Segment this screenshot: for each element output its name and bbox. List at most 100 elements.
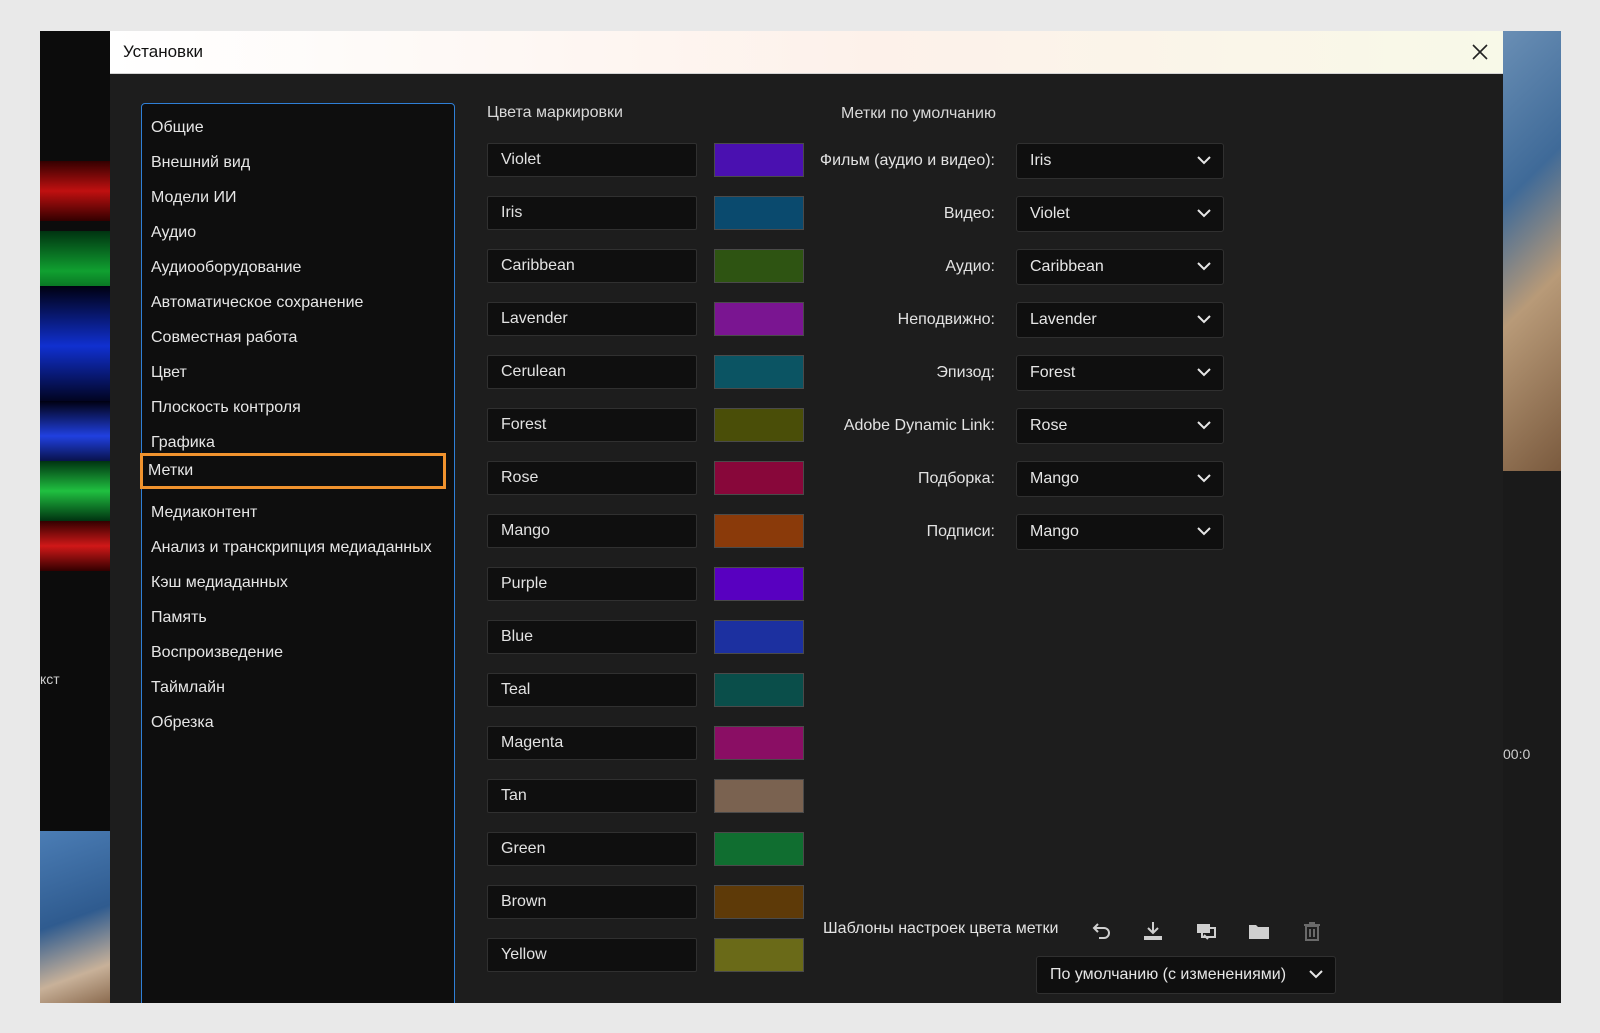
label-color-swatch[interactable] — [714, 302, 804, 336]
sidebar-item-media-cache[interactable]: Кэш медиаданных — [151, 574, 288, 591]
chevron-down-icon — [1197, 156, 1211, 165]
preview-panel: 00:0 — [1501, 31, 1561, 1003]
default-label-caption: Неподвижно: — [897, 311, 995, 328]
label-color-swatch[interactable] — [714, 567, 804, 601]
trash-icon[interactable] — [1300, 919, 1324, 943]
sidebar-item-general[interactable]: Общие — [151, 119, 204, 136]
select-value: Mango — [1030, 523, 1079, 540]
default-label-caption: Видео: — [943, 205, 995, 222]
label-color-name-field[interactable]: Tan — [487, 779, 697, 813]
label-color-name-field[interactable]: Blue — [487, 620, 697, 654]
import-icon[interactable] — [1194, 919, 1218, 943]
chevron-down-icon — [1197, 209, 1211, 218]
folder-icon[interactable] — [1247, 919, 1271, 943]
label-color-swatch[interactable] — [714, 885, 804, 919]
sidebar-item-media-analysis[interactable]: Анализ и транскрипция медиаданных — [151, 539, 432, 556]
select-value: Violet — [1030, 205, 1070, 222]
select-value: По умолчанию (с изменениями) — [1050, 966, 1287, 983]
label-color-name-field[interactable]: Yellow — [487, 938, 697, 972]
label-color-swatch[interactable] — [714, 779, 804, 813]
default-label-caption: Adobe Dynamic Link: — [843, 417, 995, 434]
chevron-down-icon — [1197, 527, 1211, 536]
label-color-swatch[interactable] — [714, 249, 804, 283]
label-color-swatch[interactable] — [714, 355, 804, 389]
default-label-select[interactable]: Forest — [1016, 355, 1224, 391]
select-value: Caribbean — [1030, 258, 1104, 275]
label-colors-title: Цвета маркировки — [487, 104, 623, 121]
scopes-panel: кст — [40, 31, 112, 1003]
sidebar-item-labels[interactable]: Метки — [140, 453, 446, 489]
default-label-select[interactable]: Rose — [1016, 408, 1224, 444]
sidebar-item-media[interactable]: Медиаконтент — [151, 504, 258, 521]
download-icon[interactable] — [1141, 919, 1165, 943]
default-label-select[interactable]: Iris — [1016, 143, 1224, 179]
label-color-swatch[interactable] — [714, 620, 804, 654]
label-color-swatch[interactable] — [714, 461, 804, 495]
default-label-select[interactable]: Violet — [1016, 196, 1224, 232]
label-color-swatch[interactable] — [714, 196, 804, 230]
background-text-left: кст — [40, 671, 60, 687]
close-button[interactable] — [1465, 37, 1495, 67]
label-color-name-field[interactable]: Brown — [487, 885, 697, 919]
select-value: Lavender — [1030, 311, 1097, 328]
label-color-name-field[interactable]: Violet — [487, 143, 697, 177]
select-value: Forest — [1030, 364, 1076, 381]
sidebar-item-appearance[interactable]: Внешний вид — [151, 154, 251, 171]
default-label-select[interactable]: Lavender — [1016, 302, 1224, 338]
chevron-down-icon — [1309, 970, 1323, 979]
default-label-caption: Эпизод: — [936, 364, 995, 381]
chevron-down-icon — [1197, 421, 1211, 430]
select-value: Mango — [1030, 470, 1079, 487]
preferences-sidebar: Общие Внешний вид Модели ИИ Аудио Аудиоо… — [140, 103, 455, 1003]
label-color-swatch[interactable] — [714, 832, 804, 866]
label-color-swatch[interactable] — [714, 514, 804, 548]
sidebar-item-playback[interactable]: Воспроизведение — [151, 644, 284, 661]
chevron-down-icon — [1197, 368, 1211, 377]
select-value: Rose — [1030, 417, 1068, 434]
label-color-swatch[interactable] — [714, 673, 804, 707]
label-color-name-field[interactable]: Rose — [487, 461, 697, 495]
default-label-caption: Фильм (аудио и видео): — [819, 152, 995, 169]
sidebar-item-control-surface[interactable]: Плоскость контроля — [151, 399, 301, 416]
sidebar-item-collaboration[interactable]: Совместная работа — [151, 329, 298, 346]
label-color-swatch[interactable] — [714, 408, 804, 442]
sidebar-item-audio-hardware[interactable]: Аудиооборудование — [151, 259, 302, 276]
presets-label: Шаблоны настроек цвета метки — [823, 920, 1059, 937]
sidebar-item-audio[interactable]: Аудио — [151, 224, 197, 241]
label-color-name-field[interactable]: Lavender — [487, 302, 697, 336]
label-color-name-field[interactable]: Caribbean — [487, 249, 697, 283]
undo-icon[interactable] — [1090, 919, 1114, 943]
label-color-name-field[interactable]: Cerulean — [487, 355, 697, 389]
chevron-down-icon — [1197, 262, 1211, 271]
sidebar-item-trim[interactable]: Обрезка — [151, 714, 214, 731]
sidebar-item-graphics[interactable]: Графика — [151, 434, 215, 451]
sidebar-item-memory[interactable]: Память — [151, 609, 207, 626]
default-label-caption: Аудио: — [945, 258, 995, 275]
sidebar-item-timeline[interactable]: Таймлайн — [151, 679, 225, 696]
close-icon — [1472, 44, 1488, 60]
select-value: Iris — [1030, 152, 1052, 169]
background-timecode: 00:0 — [1503, 746, 1531, 762]
label-color-swatch[interactable] — [714, 726, 804, 760]
default-label-select[interactable]: Mango — [1016, 514, 1224, 550]
default-label-caption: Подборка: — [917, 470, 995, 487]
default-label-caption: Подписи: — [926, 523, 995, 540]
chevron-down-icon — [1197, 474, 1211, 483]
label-color-swatch[interactable] — [714, 143, 804, 177]
default-label-select[interactable]: Mango — [1016, 461, 1224, 497]
dialog-title: Установки — [123, 42, 204, 61]
title-bar: Установки — [110, 31, 1503, 74]
label-color-name-field[interactable]: Magenta — [487, 726, 697, 760]
preset-select[interactable]: По умолчанию (с изменениями) — [1036, 956, 1336, 994]
label-color-name-field[interactable]: Teal — [487, 673, 697, 707]
sidebar-item-auto-save[interactable]: Автоматическое сохранение — [151, 294, 364, 311]
label-color-name-field[interactable]: Mango — [487, 514, 697, 548]
sidebar-item-ai-models[interactable]: Модели ИИ — [151, 189, 237, 206]
label-color-name-field[interactable]: Green — [487, 832, 697, 866]
label-color-swatch[interactable] — [714, 938, 804, 972]
sidebar-item-color[interactable]: Цвет — [151, 364, 187, 381]
label-color-name-field[interactable]: Forest — [487, 408, 697, 442]
default-label-select[interactable]: Caribbean — [1016, 249, 1224, 285]
label-color-name-field[interactable]: Purple — [487, 567, 697, 601]
label-color-name-field[interactable]: Iris — [487, 196, 697, 230]
